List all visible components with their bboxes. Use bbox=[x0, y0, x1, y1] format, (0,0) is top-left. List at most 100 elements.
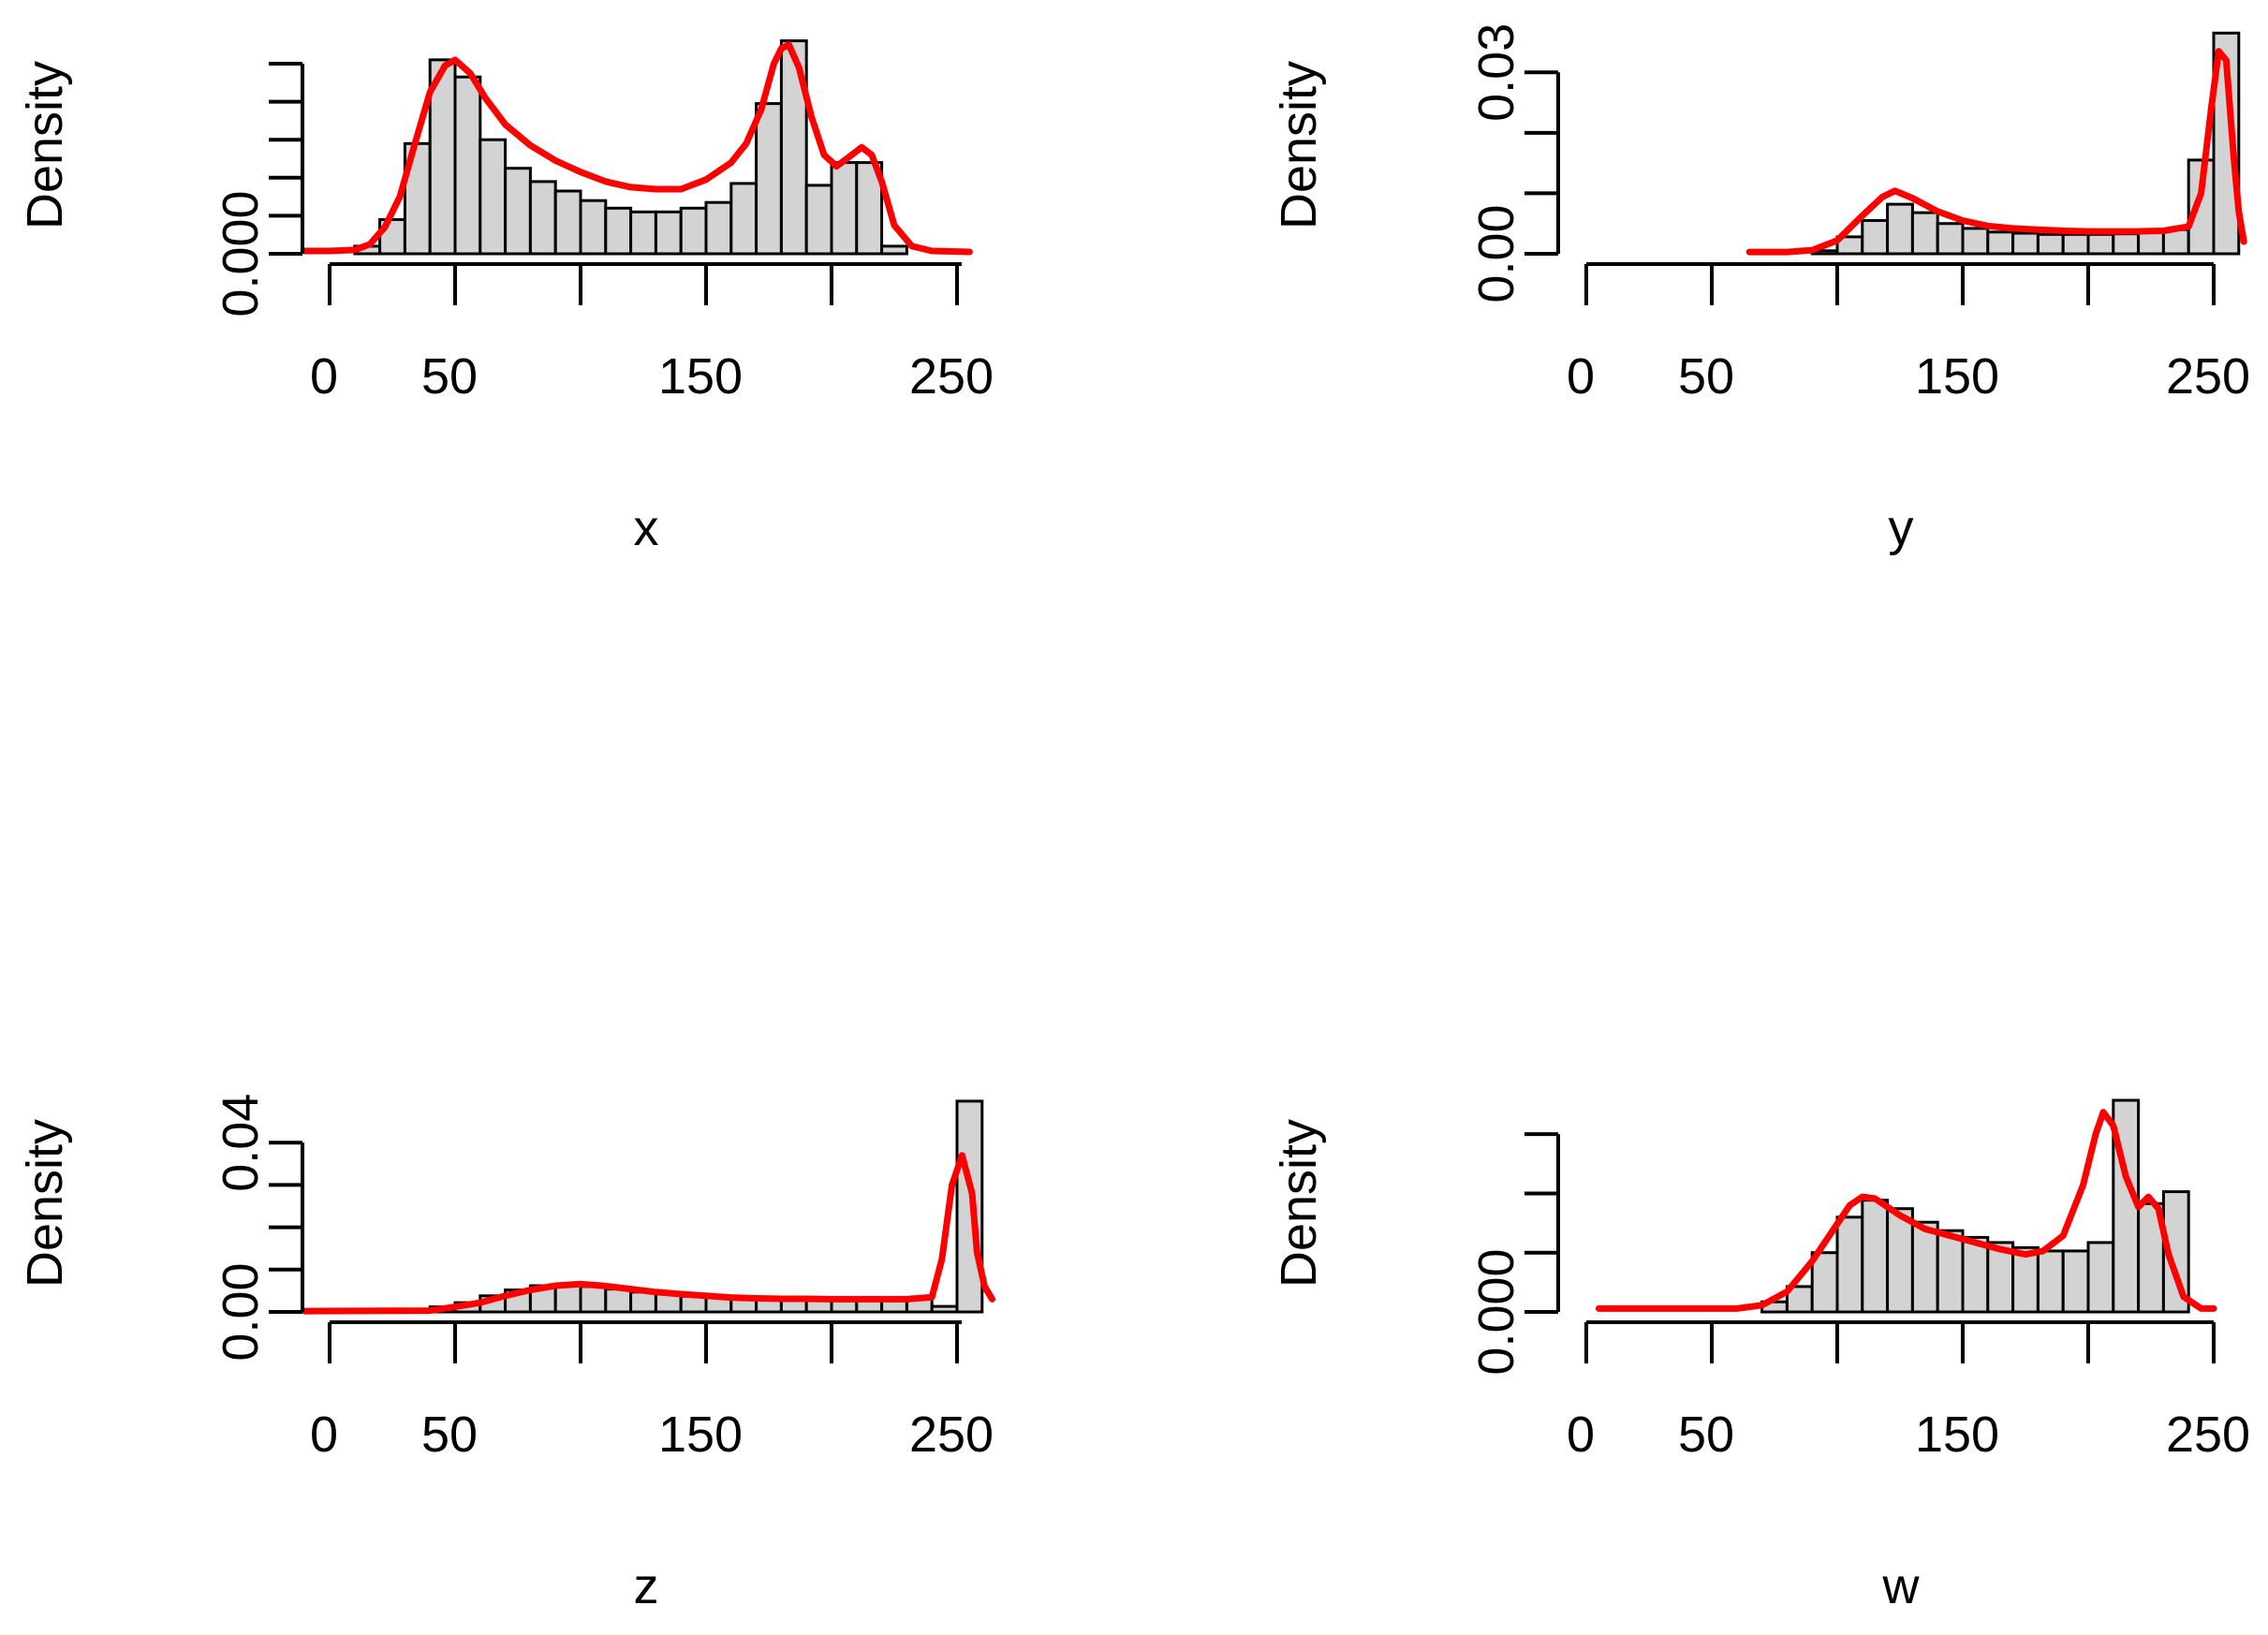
panel-w: 0.000 0 50 150 250 w Density bbox=[1271, 1098, 2250, 1614]
x-tick-label: 0 bbox=[1567, 1407, 1595, 1463]
y-axis: 0.000 bbox=[1468, 1132, 1560, 1376]
x-tick-label: 0 bbox=[1567, 348, 1595, 405]
histogram-bar bbox=[955, 1099, 984, 1314]
histogram-bar bbox=[1910, 1220, 1939, 1314]
histogram-bar bbox=[629, 1290, 657, 1314]
x-axis: 0 50 150 250 bbox=[310, 262, 994, 405]
histogram-bar bbox=[930, 1304, 959, 1314]
density-curve-group bbox=[301, 1152, 995, 1315]
x-tick-label: 150 bbox=[1915, 348, 1999, 405]
histogram-bar bbox=[1910, 211, 1939, 256]
histogram-bar bbox=[1861, 1199, 1890, 1314]
density-curve-group bbox=[1595, 1109, 2217, 1312]
histogram-bar bbox=[504, 167, 532, 256]
histogram-bar bbox=[1936, 222, 1965, 256]
x-tick-label: 250 bbox=[2166, 348, 2250, 405]
density-curve bbox=[301, 1152, 995, 1315]
x-axis: 0 50 150 250 bbox=[310, 1320, 994, 1463]
histogram-bar bbox=[604, 1288, 633, 1314]
histogram-bar bbox=[2086, 232, 2115, 256]
histogram-bar bbox=[679, 206, 708, 256]
x-tick-label: 0 bbox=[310, 1407, 338, 1463]
x-axis-label: z bbox=[634, 1558, 659, 1614]
x-axis: 0 50 150 250 bbox=[1567, 1320, 2250, 1463]
histogram-bar bbox=[579, 1285, 608, 1314]
y-tick-label: 0.03 bbox=[1468, 23, 1524, 122]
x-tick-label: 150 bbox=[658, 1407, 743, 1463]
histogram-bar bbox=[1886, 202, 1914, 256]
histogram-bar bbox=[2137, 230, 2165, 256]
x-tick-label: 50 bbox=[421, 348, 478, 405]
histogram-bar bbox=[1936, 1229, 1965, 1314]
y-axis: 0.00 0.03 bbox=[1468, 23, 1560, 303]
histogram-bar bbox=[1986, 230, 2015, 256]
y-axis-label: Density bbox=[17, 61, 73, 229]
density-curve-group bbox=[301, 41, 973, 256]
x-tick-label: 50 bbox=[1678, 348, 1734, 405]
bars bbox=[428, 1099, 984, 1314]
bars bbox=[1760, 1098, 2190, 1314]
x-tick-label: 50 bbox=[1678, 1407, 1734, 1463]
histogram-bar bbox=[1835, 1215, 1864, 1314]
y-tick-label: 0.00 bbox=[1468, 204, 1524, 302]
histogram-bar bbox=[553, 189, 582, 256]
histogram-bar bbox=[2011, 1245, 2040, 1314]
histogram-bar bbox=[629, 210, 657, 256]
histogram-bar bbox=[2112, 232, 2141, 256]
y-tick-label: 0.000 bbox=[1468, 1248, 1524, 1375]
x-tick-label: 150 bbox=[658, 348, 743, 405]
x-tick-label: 0 bbox=[310, 348, 338, 405]
histogram-bar bbox=[830, 161, 859, 256]
density-curve bbox=[1745, 48, 2247, 256]
density-curve-group bbox=[1745, 48, 2247, 256]
x-axis-label: y bbox=[1889, 500, 1914, 556]
histogram-bar bbox=[2086, 1241, 2115, 1314]
x-axis: 0 50 150 250 bbox=[1567, 262, 2250, 405]
density-curve bbox=[1595, 1109, 2217, 1312]
histogram-bar bbox=[1961, 1235, 1990, 1314]
panel-x: 0.000 0 50 150 250 x Density bbox=[17, 39, 994, 556]
histogram-bar bbox=[1886, 1207, 1914, 1314]
histogram-bar bbox=[880, 244, 908, 256]
y-tick-label: 0.04 bbox=[213, 1094, 269, 1192]
histogram-bar bbox=[2036, 232, 2065, 256]
histogram-bar bbox=[1961, 227, 1990, 256]
x-axis-label: w bbox=[1882, 1558, 1921, 1614]
histogram-bar bbox=[479, 138, 508, 256]
bars bbox=[1810, 31, 2241, 256]
histogram-bar bbox=[1785, 1285, 1814, 1314]
histogram-bar bbox=[2061, 1249, 2090, 1314]
x-tick-label: 50 bbox=[421, 1407, 478, 1463]
histogram-bar bbox=[1810, 1251, 1839, 1314]
histogram-bar bbox=[755, 102, 783, 256]
y-axis: 0.00 0.04 bbox=[213, 1094, 304, 1362]
histogram-bar bbox=[2011, 231, 2040, 256]
y-axis-label: Density bbox=[1271, 61, 1327, 229]
histogram-bar bbox=[704, 200, 733, 256]
y-tick-label: 0.00 bbox=[213, 1262, 269, 1361]
histogram-bar bbox=[729, 182, 758, 256]
y-axis-label: Density bbox=[17, 1119, 73, 1288]
x-axis-label: x bbox=[634, 500, 659, 556]
histogram-bar bbox=[528, 180, 557, 256]
bars bbox=[353, 39, 908, 256]
x-tick-label: 250 bbox=[2166, 1407, 2250, 1463]
y-axis-label: Density bbox=[1271, 1119, 1327, 1288]
histogram-bar bbox=[1861, 219, 1890, 256]
histogram-bar bbox=[579, 199, 608, 256]
histogram-bar bbox=[2036, 1249, 2065, 1314]
y-axis: 0.000 bbox=[213, 62, 304, 317]
panel-z: 0.00 0.04 0 50 150 250 z Density bbox=[17, 1094, 995, 1614]
x-tick-label: 250 bbox=[909, 1407, 994, 1463]
x-tick-label: 250 bbox=[909, 348, 994, 405]
histogram-bar bbox=[453, 75, 482, 256]
x-tick-label: 150 bbox=[1915, 1407, 1999, 1463]
histogram-bar bbox=[604, 206, 633, 256]
panel-y: 0.00 0.03 0 50 150 250 y Density bbox=[1271, 23, 2250, 556]
histogram-bar bbox=[2061, 232, 2090, 256]
y-tick-label: 0.000 bbox=[213, 190, 269, 317]
histogram-bar bbox=[654, 210, 683, 256]
density-curve bbox=[301, 41, 973, 256]
histogram-bar bbox=[804, 184, 833, 256]
